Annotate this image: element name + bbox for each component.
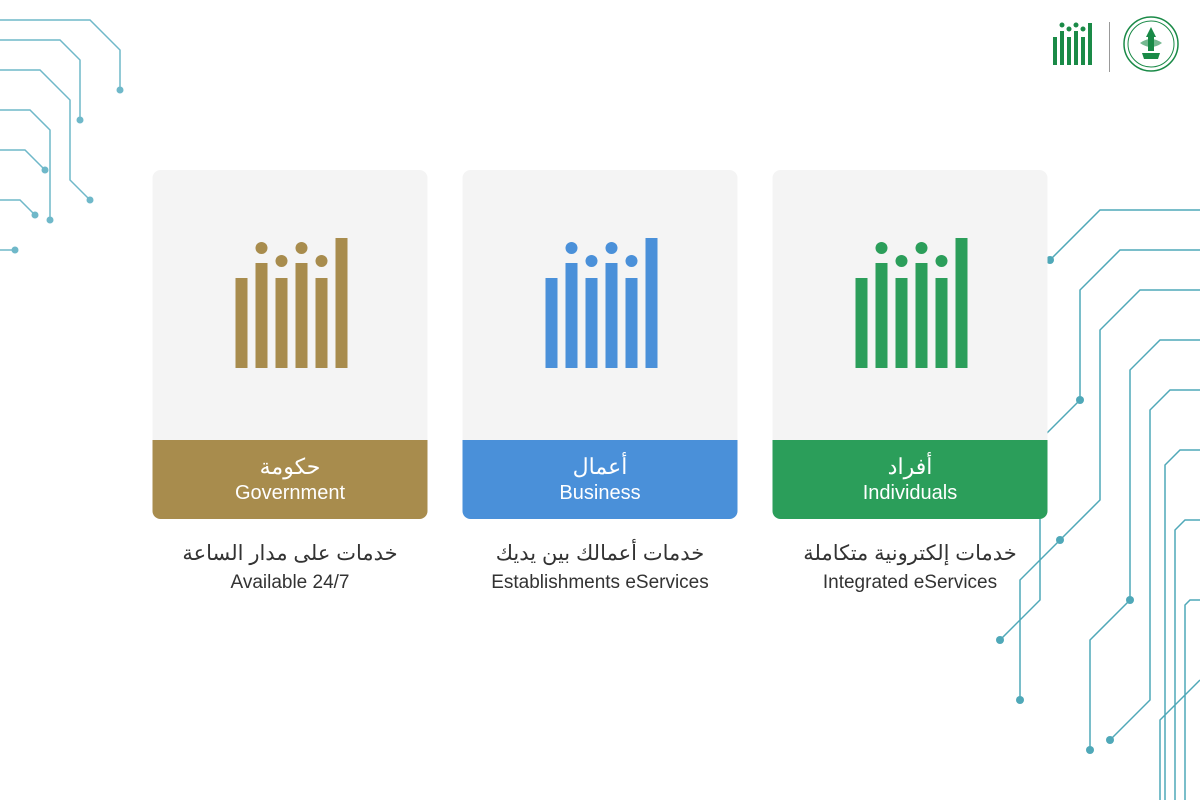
card-subtitle: خدمات أعمالك بين يديك Establishments eSe… — [491, 541, 709, 594]
card-subtitle-en: Available 24/7 — [182, 572, 397, 594]
card-label-bar: حكومة Government — [153, 440, 428, 519]
card-subtitle: خدمات على مدار الساعة Available 24/7 — [182, 541, 397, 594]
card-box: حكومة Government — [153, 170, 428, 519]
absher-icon-green — [845, 223, 975, 388]
absher-icon-gold — [225, 223, 355, 388]
service-card-business[interactable]: أعمال Business خدمات أعمالك بين يديك Est… — [463, 170, 738, 594]
absher-logo-icon — [1049, 17, 1097, 76]
card-label-en: Government — [163, 482, 418, 505]
absher-icon-blue — [535, 223, 665, 388]
card-icon-area — [463, 170, 738, 440]
header-divider — [1109, 22, 1110, 72]
card-icon-area — [153, 170, 428, 440]
card-subtitle-ar: خدمات أعمالك بين يديك — [491, 541, 709, 566]
card-subtitle: خدمات إلكترونية متكاملة Integrated eServ… — [803, 541, 1016, 594]
card-label-en: Business — [473, 482, 728, 505]
card-subtitle-en: Establishments eServices — [491, 572, 709, 594]
card-label-ar: أفراد — [783, 454, 1038, 480]
card-icon-area — [773, 170, 1048, 440]
card-box: أفراد Individuals — [773, 170, 1048, 519]
card-box: أعمال Business — [463, 170, 738, 519]
saudi-emblem-icon — [1122, 15, 1180, 78]
header — [1049, 15, 1180, 78]
card-subtitle-ar: خدمات على مدار الساعة — [182, 541, 397, 566]
card-label-ar: حكومة — [163, 454, 418, 480]
card-label-bar: أعمال Business — [463, 440, 738, 519]
card-label-en: Individuals — [783, 482, 1038, 505]
card-label-ar: أعمال — [473, 454, 728, 480]
service-card-government[interactable]: حكومة Government خدمات على مدار الساعة A… — [153, 170, 428, 594]
card-label-bar: أفراد Individuals — [773, 440, 1048, 519]
card-subtitle-en: Integrated eServices — [803, 572, 1016, 594]
card-subtitle-ar: خدمات إلكترونية متكاملة — [803, 541, 1016, 566]
service-cards-container: حكومة Government خدمات على مدار الساعة A… — [153, 170, 1048, 594]
service-card-individuals[interactable]: أفراد Individuals خدمات إلكترونية متكامل… — [773, 170, 1048, 594]
